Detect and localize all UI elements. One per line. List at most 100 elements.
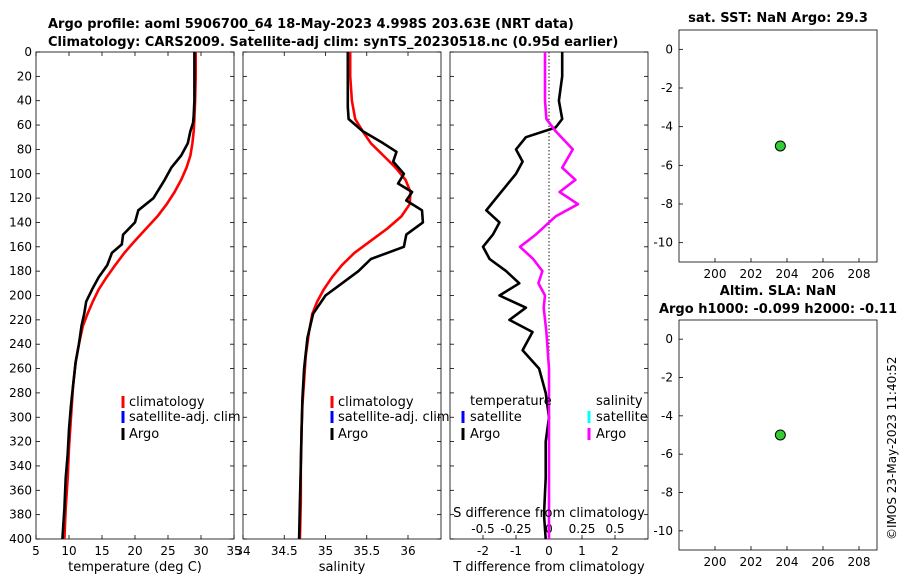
copyright-stamp: ©IMOS 23-May-2023 11:40:52 [885, 356, 899, 540]
sla-panel: Altim. SLA: NaN Argo h1000: -0.099 h2000… [653, 284, 897, 569]
y-tick-label: -2 [661, 371, 673, 385]
figure-title-line2: Climatology: CARS2009. Satellite-adj cli… [48, 35, 618, 50]
y-tick-label: 380 [9, 508, 32, 522]
y-tick-label: 0 [665, 332, 673, 346]
legend-t-argo-label: Argo [470, 427, 500, 442]
x-tick-label: 25 [160, 544, 175, 558]
x-tick-label: -1 [510, 544, 522, 558]
sla-title-line1: Altim. SLA: NaN [720, 284, 836, 299]
x-tick-label: 204 [776, 555, 799, 569]
temperature-legend: climatology satellite-adj. clim Argo [121, 395, 241, 442]
y-tick-label: 160 [9, 240, 32, 254]
series-line-climatology [63, 52, 197, 540]
x-tick-label: 208 [848, 267, 871, 281]
y-tick-label: 120 [9, 191, 32, 205]
x-tick-label: 34 [235, 544, 250, 558]
x-tick-label: 34.5 [271, 544, 298, 558]
legend-climatology-label: climatology [338, 395, 414, 410]
series-line-argo [61, 52, 196, 540]
x-tick-label: 15 [94, 544, 109, 558]
y-tick-label: -10 [653, 524, 673, 538]
y-tick-label: 400 [9, 532, 32, 546]
s-tick-label: -0.5 [471, 522, 494, 536]
y-tick-label: 0 [665, 42, 673, 56]
series-line-t-difference [481, 52, 564, 540]
s-difference-label: S difference from climatology [453, 506, 645, 521]
sst-panel: sat. SST: NaN Argo: 29.3 0 -2 -4 -6 -8 -10 200… [653, 11, 878, 281]
x-tick-label: 36 [400, 544, 415, 558]
x-tick-label: 204 [776, 267, 799, 281]
y-tick-label: 200 [9, 289, 32, 303]
sst-axes-frame [678, 29, 878, 263]
y-tick-label: 20 [17, 69, 32, 83]
y-tick-label: 100 [9, 167, 32, 181]
y-tick-label: -2 [661, 81, 673, 95]
x-tick-label: 206 [812, 555, 835, 569]
x-tick-label: 35 [226, 544, 241, 558]
y-tick-label: -4 [661, 120, 673, 134]
y-tick-label: 300 [9, 410, 32, 424]
y-tick-label: -8 [661, 197, 673, 211]
y-tick-label: 360 [9, 483, 32, 497]
salinity-axes-frame [242, 51, 442, 540]
y-tick-label: -6 [661, 447, 673, 461]
y-tick-label: 80 [17, 142, 32, 156]
y-tick-label: -8 [661, 486, 673, 500]
legend-temperature-header: temperature [470, 394, 552, 409]
y-tick-label: 140 [9, 215, 32, 229]
x-tick-label: 2 [611, 544, 619, 558]
legend-satellite-adj-label: satellite-adj. clim [338, 410, 450, 425]
difference-xlabel: T difference from climatology [452, 560, 645, 575]
x-tick-label: 30 [193, 544, 208, 558]
salinity-legend: climatology satellite-adj. clim Argo [330, 395, 450, 442]
x-tick-label: 200 [704, 267, 727, 281]
legend-s-argo-label: Argo [596, 427, 626, 442]
temperature-xlabel: temperature (deg C) [68, 560, 202, 575]
x-tick-label: 202 [740, 555, 763, 569]
x-tick-label: 5 [32, 544, 40, 558]
y-tick-label: 60 [17, 118, 32, 132]
salinity-panel: 34 34.5 35 35.5 36 salinity climatology sate… [235, 51, 450, 575]
y-tick-label: 340 [9, 459, 32, 473]
argo-position-marker [774, 429, 786, 441]
legend-satellite-adj-label: satellite-adj. clim [129, 410, 241, 425]
sla-title-line2: Argo h1000: -0.099 h2000: -0.11 [659, 302, 897, 317]
sla-axes-frame [678, 319, 878, 551]
x-tick-label: 10 [61, 544, 76, 558]
y-tick-label: 260 [9, 362, 32, 376]
x-tick-label: 20 [127, 544, 142, 558]
x-tick-label: 35.5 [353, 544, 380, 558]
x-tick-label: 208 [848, 555, 871, 569]
salinity-xlabel: salinity [319, 560, 366, 575]
legend-argo-label: Argo [129, 427, 159, 442]
s-tick-label: -0.25 [500, 522, 531, 536]
y-tick-label: 0 [24, 45, 32, 59]
difference-panel: -2 -1 0 1 2-0.5 -0.25 0 0.25 0.5 T difference fr… [449, 51, 649, 575]
x-tick-label: 1 [578, 544, 586, 558]
y-tick-label: -10 [653, 236, 673, 250]
x-tick-label: 200 [704, 555, 727, 569]
legend-s-satellite-label: satellite [596, 410, 648, 425]
y-tick-label: 240 [9, 337, 32, 351]
y-tick-label: -6 [661, 158, 673, 172]
y-tick-label: 40 [17, 94, 32, 108]
legend-climatology-label: climatology [129, 395, 205, 410]
x-tick-label: 202 [740, 267, 763, 281]
series-line-argo [297, 52, 425, 540]
difference-legend: temperature salinity satellite Argo sate… [461, 394, 648, 442]
temperature-panel: 0 20 40 60 80 100 120 140 160 180 200 220 240 260 280 3… [9, 45, 242, 575]
series-line-s-difference [518, 52, 580, 539]
y-tick-label: 180 [9, 264, 32, 278]
s-tick-label: 0.5 [605, 522, 624, 536]
legend-argo-label: Argo [338, 427, 368, 442]
y-tick-label: 220 [9, 313, 32, 327]
figure-title-line1: Argo profile: aoml 5906700_64 18-May-202… [48, 17, 574, 32]
y-tick-label: -4 [661, 409, 673, 423]
legend-t-satellite-label: satellite [470, 410, 522, 425]
x-tick-label: 206 [812, 267, 835, 281]
x-tick-label: -2 [477, 544, 489, 558]
legend-salinity-header: salinity [596, 394, 643, 409]
s-tick-label: 0.25 [569, 522, 596, 536]
y-tick-label: 280 [9, 386, 32, 400]
